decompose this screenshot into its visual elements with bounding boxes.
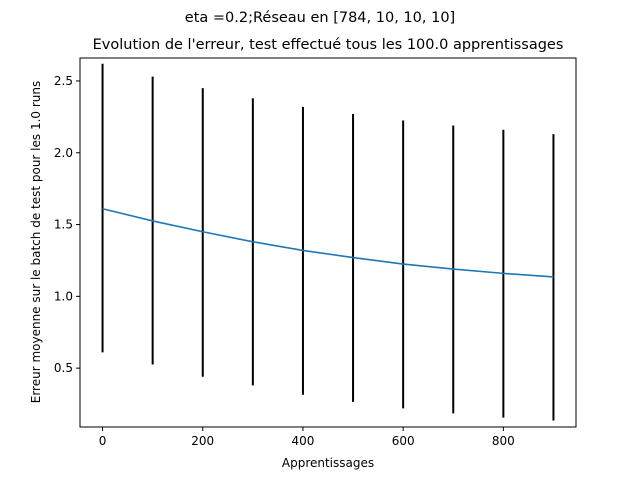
chart-title: Evolution de l'erreur, test effectué tou… xyxy=(93,37,564,53)
y-tick-label: 1.5 xyxy=(54,218,73,232)
series-line xyxy=(102,207,554,278)
y-tick-label: 2.5 xyxy=(54,74,73,88)
y-axis-label: Erreur moyenne sur le batch de test pour… xyxy=(29,81,43,404)
x-tick-label: 0 xyxy=(99,434,107,448)
y-tick-label: 0.5 xyxy=(54,361,73,375)
x-axis-label: Apprentissages xyxy=(282,456,374,470)
x-tick-label: 400 xyxy=(291,434,314,448)
x-tick-label: 600 xyxy=(392,434,415,448)
plot-area xyxy=(101,63,555,421)
x-tick-label: 800 xyxy=(492,434,515,448)
figure-suptitle: eta =0.2;Réseau en [784, 10, 10, 10] xyxy=(185,10,455,26)
x-axis-ticks: 0 200 400 600 800 xyxy=(99,427,515,448)
y-tick-label: 2.0 xyxy=(54,146,73,160)
x-tick-label: 200 xyxy=(191,434,214,448)
axes-frame xyxy=(79,57,577,428)
y-axis-ticks: 0.5 1.0 1.5 2.0 2.5 xyxy=(54,74,80,375)
y-tick-label: 1.0 xyxy=(54,289,73,303)
